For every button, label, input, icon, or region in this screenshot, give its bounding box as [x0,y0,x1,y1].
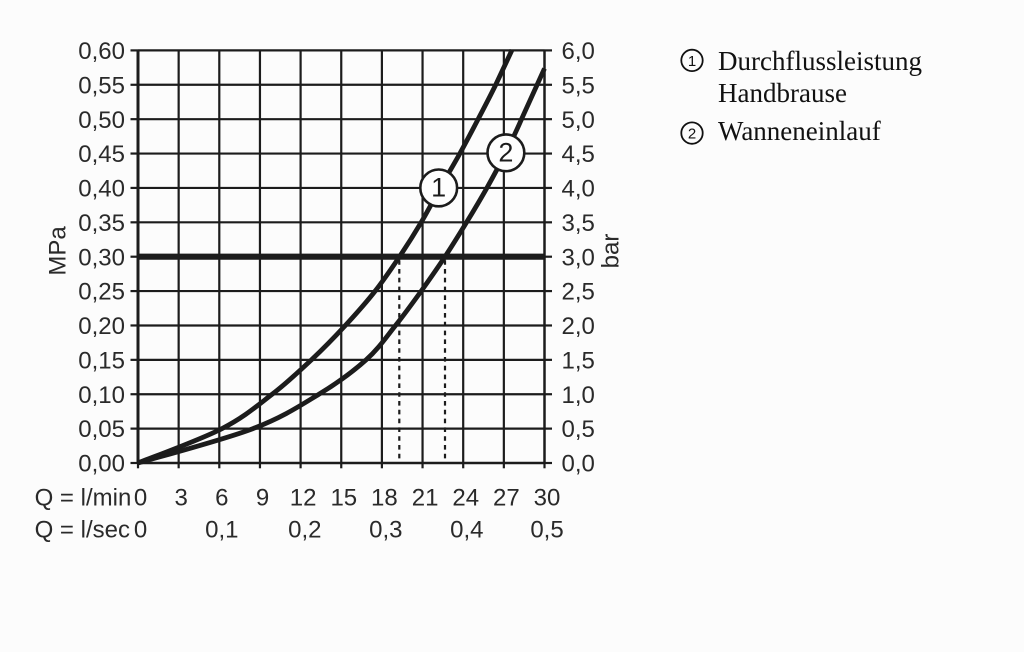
svg-text:0,30: 0,30 [78,244,125,271]
svg-text:Q = l/sec: Q = l/sec [35,517,130,544]
svg-text:0,5: 0,5 [562,416,595,443]
svg-text:2,5: 2,5 [562,279,595,306]
svg-text:3,5: 3,5 [562,210,595,237]
svg-text:0,40: 0,40 [78,176,125,203]
svg-text:0,20: 0,20 [78,313,125,340]
svg-text:0,2: 0,2 [288,517,321,544]
svg-text:12: 12 [290,485,317,512]
svg-text:18: 18 [371,485,398,512]
svg-text:9: 9 [256,485,269,512]
svg-text:1,5: 1,5 [562,348,595,375]
svg-text:30: 30 [534,485,561,512]
svg-text:2,0: 2,0 [562,313,595,340]
svg-text:24: 24 [452,485,479,512]
svg-text:0,50: 0,50 [78,107,125,134]
svg-text:1: 1 [688,53,696,70]
svg-text:3: 3 [175,485,188,512]
svg-text:5,5: 5,5 [562,72,595,99]
svg-text:4,0: 4,0 [562,176,595,203]
svg-text:6: 6 [215,485,228,512]
svg-text:0: 0 [134,517,147,544]
svg-text:0,55: 0,55 [78,72,125,99]
svg-text:4,5: 4,5 [562,141,595,168]
svg-text:1: 1 [431,173,446,203]
svg-text:bar: bar [598,234,625,269]
svg-text:3,0: 3,0 [562,244,595,271]
svg-text:0,1: 0,1 [205,517,238,544]
svg-text:27: 27 [493,485,520,512]
svg-text:0,45: 0,45 [78,141,125,168]
svg-text:21: 21 [412,485,439,512]
svg-text:0,5: 0,5 [530,517,563,544]
svg-text:0,05: 0,05 [78,416,125,443]
svg-text:Q = l/min: Q = l/min [35,485,132,512]
svg-text:6,0: 6,0 [562,38,595,65]
svg-text:2: 2 [688,126,696,143]
svg-text:Handbrause: Handbrause [718,78,847,108]
svg-text:0,10: 0,10 [78,382,125,409]
svg-text:MPa: MPa [45,226,72,276]
svg-text:Wanneneinlauf: Wanneneinlauf [718,116,881,146]
svg-text:0,00: 0,00 [78,451,125,478]
svg-text:0,60: 0,60 [78,38,125,65]
svg-text:1,0: 1,0 [562,382,595,409]
svg-text:Durchflussleistung: Durchflussleistung [718,46,922,76]
svg-text:0: 0 [134,485,147,512]
svg-text:0,35: 0,35 [78,210,125,237]
svg-text:0,4: 0,4 [450,517,483,544]
svg-text:2: 2 [498,138,513,168]
svg-text:15: 15 [330,485,357,512]
svg-text:0,15: 0,15 [78,348,125,375]
svg-text:0,3: 0,3 [369,517,402,544]
svg-text:5,0: 5,0 [562,107,595,134]
svg-text:0,0: 0,0 [562,451,595,478]
svg-text:0,25: 0,25 [78,279,125,306]
